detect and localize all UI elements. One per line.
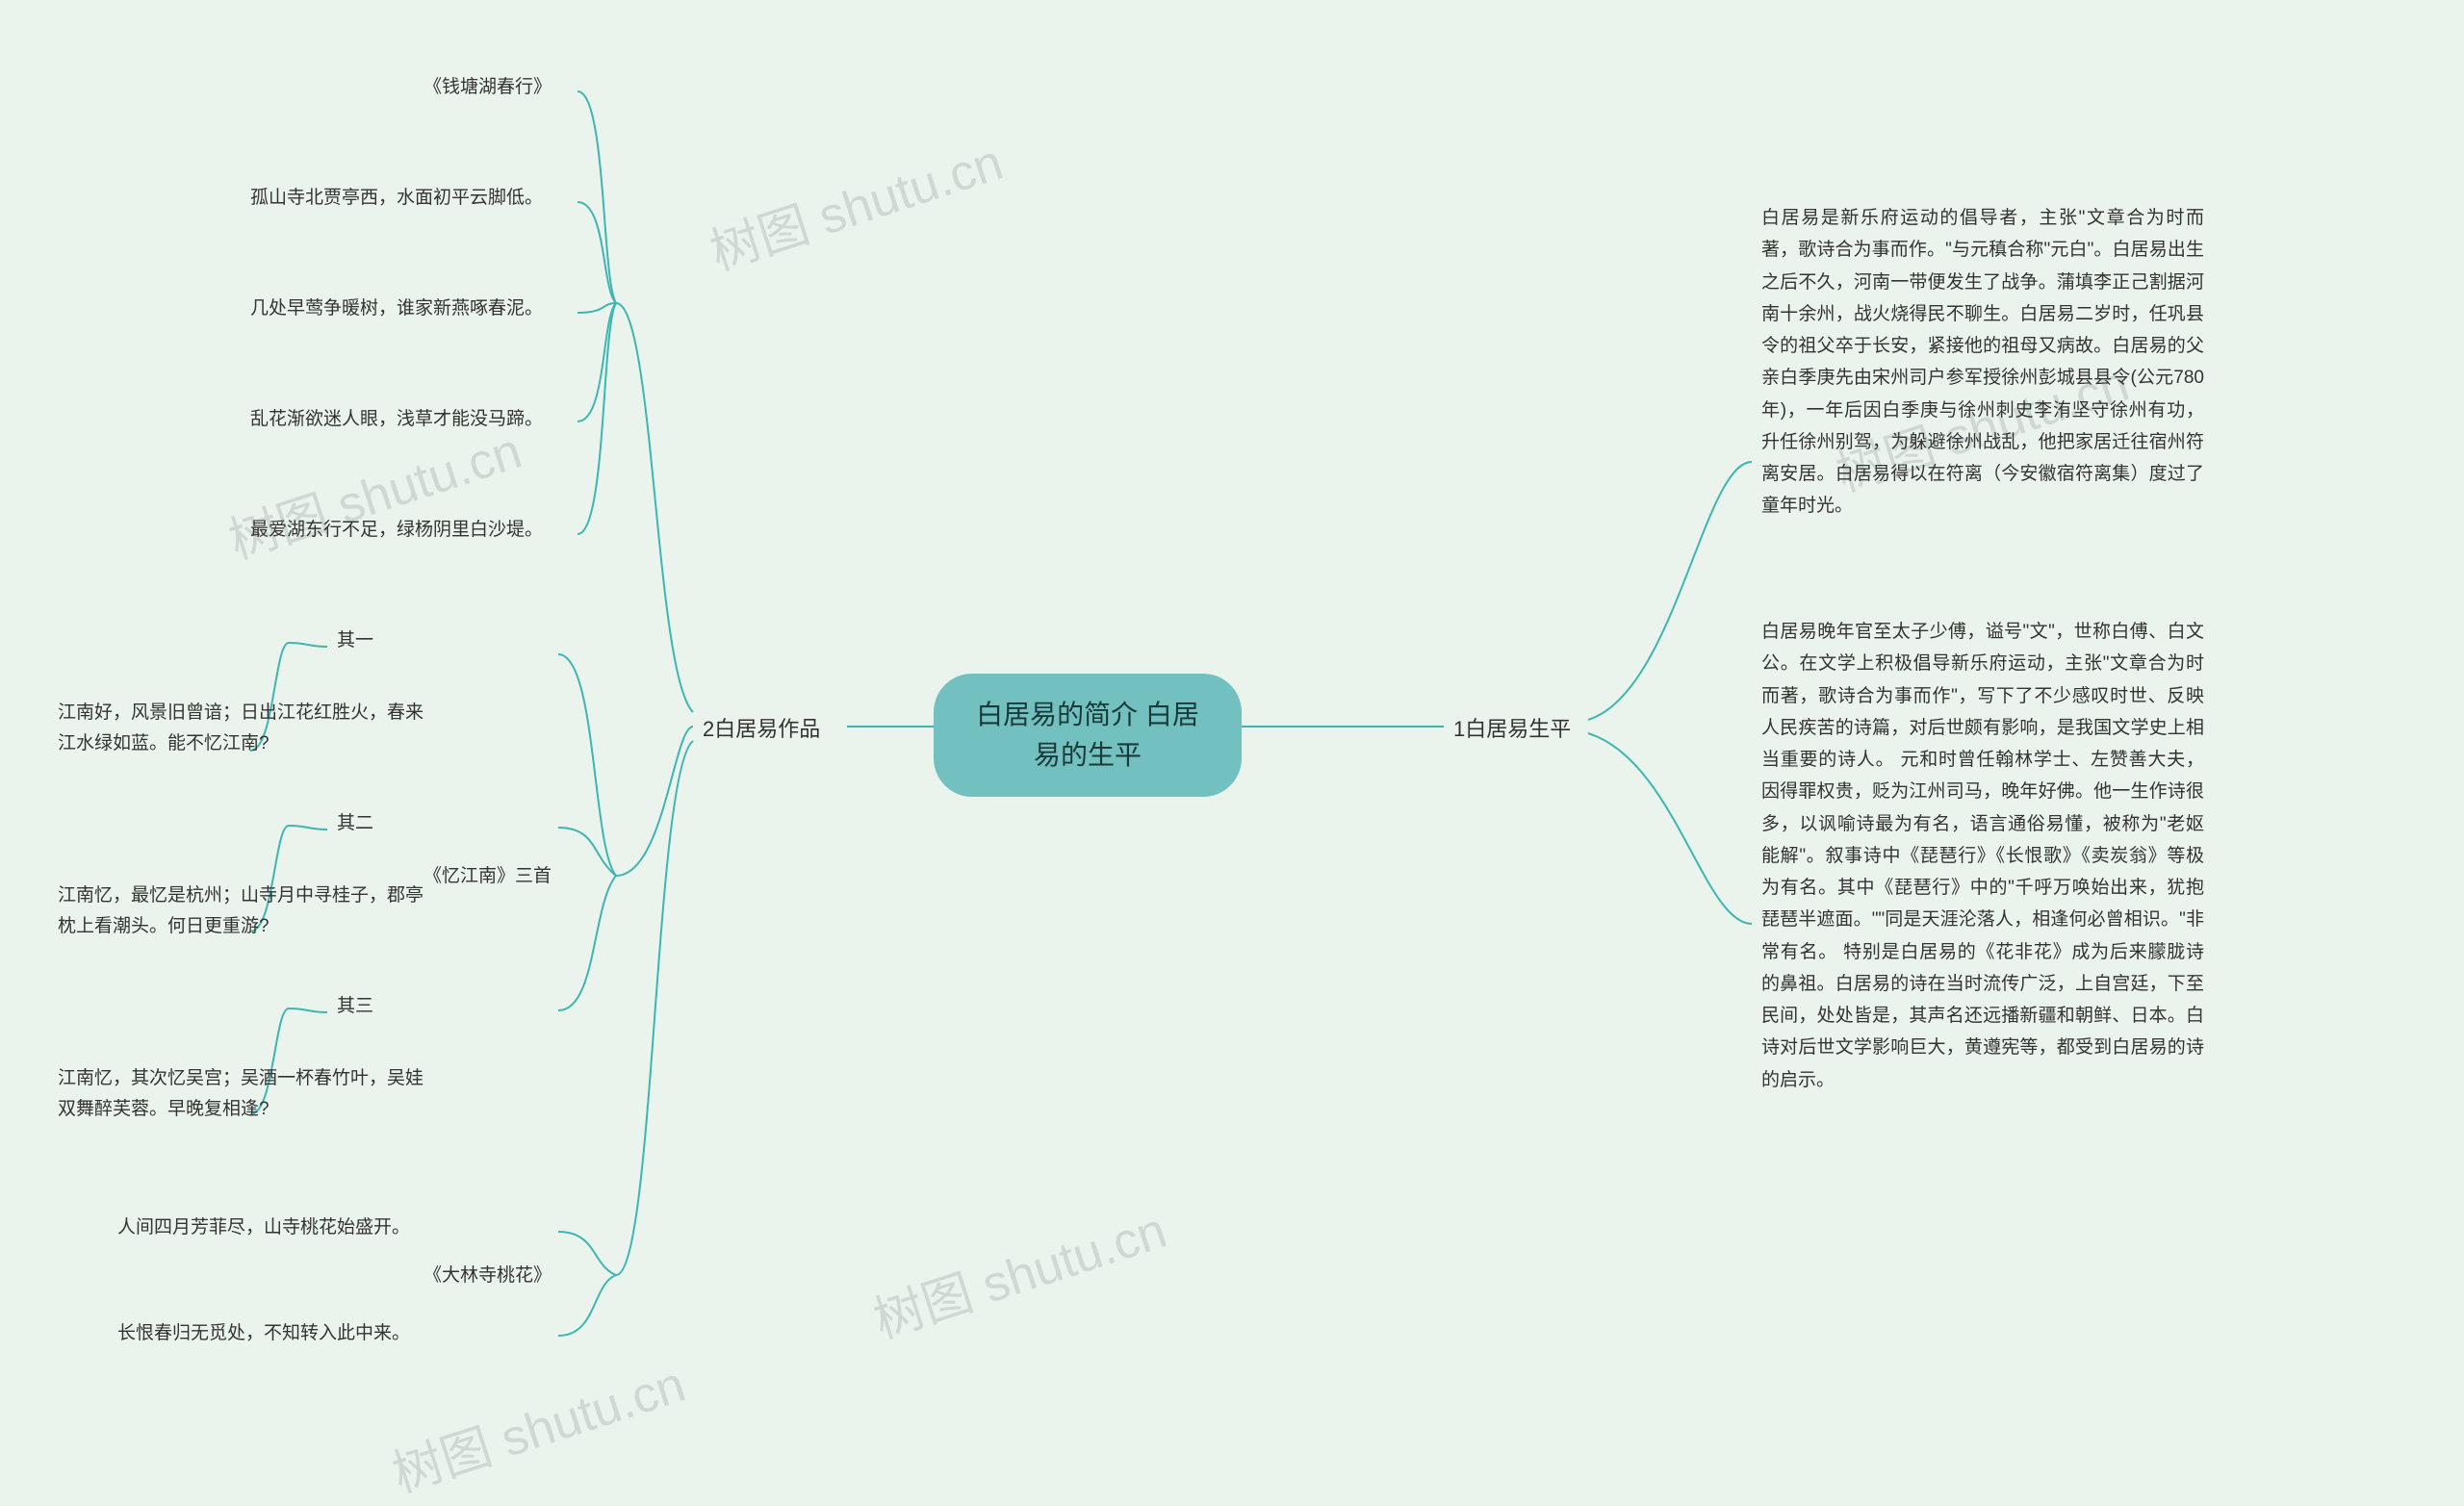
poem-qiantang-line: 乱花渐欲迷人眼，浅草才能没马蹄。 — [250, 404, 543, 435]
poem-dalinsi-line: 人间四月芳菲尽，山寺桃花始盛开。 — [117, 1212, 410, 1243]
branch-works: 2白居易作品 — [703, 712, 820, 743]
branch-life: 1白居易生平 — [1453, 712, 1571, 743]
poem-qiantang-line: 最爱湖东行不足，绿杨阴里白沙堤。 — [250, 515, 543, 546]
poem-dalinsi-title: 《大林寺桃花》 — [424, 1261, 552, 1291]
poem-dalinsi-line: 长恨春归无觅处，不知转入此中来。 — [117, 1318, 410, 1349]
poem-jiangnan-sub3-text: 江南忆，其次忆吴宫；吴酒一杯春竹叶，吴娃双舞醉芙蓉。早晚复相逢? — [58, 1063, 433, 1126]
poem-jiangnan-title: 《忆江南》三首 — [424, 861, 552, 892]
poem-qiantang-line: 几处早莺争暖树，谁家新燕啄春泥。 — [250, 294, 543, 324]
poem-qiantang-title: 《钱塘湖春行》 — [424, 72, 552, 103]
poem-qiantang-line: 孤山寺北贾亭西，水面初平云脚低。 — [250, 183, 543, 214]
center-node: 白居易的简介 白居易的生平 — [934, 674, 1242, 797]
bio-paragraph-2: 白居易晚年官至太子少傅，谥号"文"，世称白傅、白文公。在文学上积极倡导新乐府运动… — [1761, 616, 2204, 1096]
poem-jiangnan-sub3-name: 其三 — [337, 991, 373, 1022]
poem-jiangnan-sub1-text: 江南好，风景旧曾谙；日出江花红胜火，春来江水绿如蓝。能不忆江南? — [58, 698, 433, 760]
poem-jiangnan-sub2-name: 其二 — [337, 808, 373, 839]
poem-jiangnan-sub2-text: 江南忆，最忆是杭州；山寺月中寻桂子，郡亭枕上看潮头。何日更重游? — [58, 881, 433, 943]
bio-paragraph-1: 白居易是新乐府运动的倡导者，主张"文章合为时而著，歌诗合为事而作。"与元稹合称"… — [1761, 202, 2204, 523]
poem-jiangnan-sub1-name: 其一 — [337, 625, 373, 656]
